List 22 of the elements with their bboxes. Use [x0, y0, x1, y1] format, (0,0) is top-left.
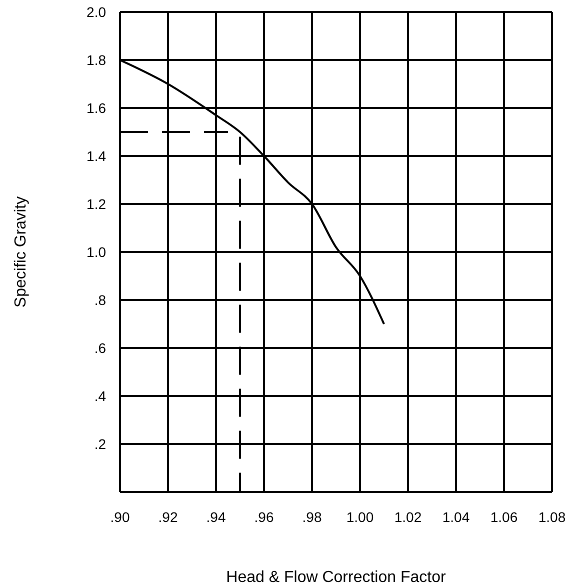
y-tick-label: 1.8 — [86, 52, 106, 68]
y-tick-label: 1.4 — [86, 148, 106, 164]
x-tick-label: .90 — [110, 508, 130, 525]
x-tick-label: 1.04 — [442, 508, 470, 525]
x-tick-label: .98 — [302, 508, 322, 525]
y-tick-label: 1.0 — [86, 244, 106, 260]
y-tick-label: 1.2 — [86, 196, 106, 212]
y-tick-label: .2 — [94, 436, 106, 452]
y-tick-label: .6 — [94, 340, 106, 356]
y-tick-label: .8 — [94, 292, 106, 308]
x-tick-label: 1.06 — [490, 508, 518, 525]
y-axis-title: Specific Gravity — [12, 196, 30, 308]
y-tick-label: .4 — [94, 388, 106, 404]
x-axis-title: Head & Flow Correction Factor — [226, 569, 446, 586]
x-tick-label: .94 — [206, 508, 226, 525]
y-tick-label: 1.6 — [86, 100, 106, 116]
x-tick-label: .92 — [158, 508, 178, 525]
x-tick-label: 1.00 — [346, 508, 374, 525]
x-tick-label: 1.02 — [394, 508, 422, 525]
x-tick-label: .96 — [254, 508, 274, 525]
x-tick-label: 1.08 — [538, 508, 566, 525]
y-tick-label: 2.0 — [86, 4, 106, 20]
